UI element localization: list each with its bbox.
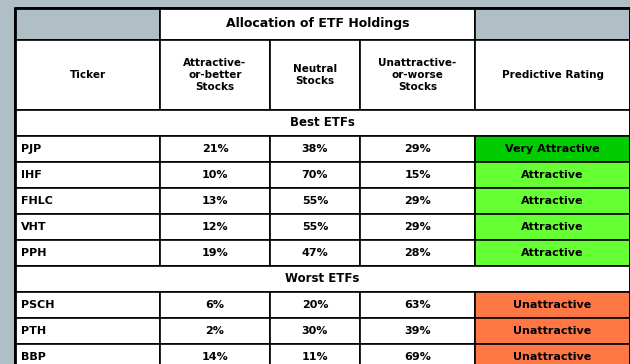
Bar bbox=[15, 8, 160, 40]
Bar bbox=[160, 292, 270, 318]
Bar bbox=[360, 240, 475, 266]
Text: 29%: 29% bbox=[404, 222, 431, 232]
Bar bbox=[270, 292, 360, 318]
Text: 21%: 21% bbox=[202, 144, 228, 154]
Bar bbox=[475, 8, 630, 40]
Bar bbox=[360, 344, 475, 364]
Bar bbox=[160, 188, 270, 214]
Bar bbox=[270, 214, 360, 240]
Text: Best ETFs: Best ETFs bbox=[290, 116, 355, 130]
Bar bbox=[15, 344, 160, 364]
Bar bbox=[360, 40, 475, 110]
Text: Ticker: Ticker bbox=[69, 70, 106, 80]
Bar bbox=[360, 136, 475, 162]
Text: 2%: 2% bbox=[205, 326, 224, 336]
Bar bbox=[15, 266, 630, 292]
Text: Neutral
Stocks: Neutral Stocks bbox=[293, 64, 337, 86]
Bar bbox=[475, 162, 630, 188]
Text: 6%: 6% bbox=[205, 300, 224, 310]
Text: PSCH: PSCH bbox=[21, 300, 55, 310]
Text: 29%: 29% bbox=[404, 196, 431, 206]
Text: 29%: 29% bbox=[404, 144, 431, 154]
Text: 15%: 15% bbox=[404, 170, 431, 180]
Text: Attractive: Attractive bbox=[521, 196, 584, 206]
Text: 28%: 28% bbox=[404, 248, 431, 258]
Bar bbox=[270, 344, 360, 364]
Text: 11%: 11% bbox=[302, 352, 328, 362]
Text: Unattractive: Unattractive bbox=[513, 300, 592, 310]
Text: IHF: IHF bbox=[21, 170, 42, 180]
Bar bbox=[360, 162, 475, 188]
Text: Attractive: Attractive bbox=[521, 222, 584, 232]
Text: 13%: 13% bbox=[202, 196, 228, 206]
Bar bbox=[15, 292, 160, 318]
Text: 19%: 19% bbox=[202, 248, 228, 258]
Text: Predictive Rating: Predictive Rating bbox=[501, 70, 604, 80]
Text: BBP: BBP bbox=[21, 352, 46, 362]
Bar bbox=[475, 292, 630, 318]
Text: Allocation of ETF Holdings: Allocation of ETF Holdings bbox=[226, 17, 410, 31]
Bar bbox=[160, 8, 475, 40]
Text: 63%: 63% bbox=[404, 300, 431, 310]
Bar bbox=[475, 214, 630, 240]
Text: 38%: 38% bbox=[302, 144, 328, 154]
Text: Attractive: Attractive bbox=[521, 248, 584, 258]
Text: Worst ETFs: Worst ETFs bbox=[285, 273, 360, 285]
Text: 14%: 14% bbox=[202, 352, 228, 362]
Text: PTH: PTH bbox=[21, 326, 46, 336]
Bar bbox=[160, 214, 270, 240]
Text: PPH: PPH bbox=[21, 248, 47, 258]
Bar bbox=[160, 136, 270, 162]
Text: 69%: 69% bbox=[404, 352, 431, 362]
Bar bbox=[15, 188, 160, 214]
Bar bbox=[475, 188, 630, 214]
Bar bbox=[15, 318, 160, 344]
Text: Very Attractive: Very Attractive bbox=[505, 144, 600, 154]
Text: Unattractive: Unattractive bbox=[513, 352, 592, 362]
Text: FHLC: FHLC bbox=[21, 196, 53, 206]
Text: Unattractive-
or-worse
Stocks: Unattractive- or-worse Stocks bbox=[379, 58, 457, 92]
Text: Attractive-
or-better
Stocks: Attractive- or-better Stocks bbox=[183, 58, 246, 92]
Bar bbox=[15, 40, 160, 110]
Bar bbox=[270, 240, 360, 266]
Text: VHT: VHT bbox=[21, 222, 47, 232]
Bar bbox=[160, 240, 270, 266]
Text: Unattractive: Unattractive bbox=[513, 326, 592, 336]
Bar bbox=[15, 136, 160, 162]
Bar bbox=[160, 162, 270, 188]
Text: 39%: 39% bbox=[404, 326, 431, 336]
Bar bbox=[15, 110, 630, 136]
Bar bbox=[475, 40, 630, 110]
Text: 10%: 10% bbox=[202, 170, 228, 180]
Bar bbox=[160, 40, 270, 110]
Bar bbox=[270, 318, 360, 344]
Bar bbox=[160, 344, 270, 364]
Bar bbox=[15, 240, 160, 266]
Bar bbox=[270, 40, 360, 110]
Text: 30%: 30% bbox=[302, 326, 328, 336]
Text: 55%: 55% bbox=[302, 196, 328, 206]
Bar bbox=[160, 318, 270, 344]
Bar bbox=[15, 214, 160, 240]
Bar bbox=[270, 162, 360, 188]
Bar bbox=[15, 162, 160, 188]
Text: 55%: 55% bbox=[302, 222, 328, 232]
Bar bbox=[475, 240, 630, 266]
Text: 70%: 70% bbox=[302, 170, 328, 180]
Text: PJP: PJP bbox=[21, 144, 41, 154]
Bar bbox=[475, 136, 630, 162]
Bar bbox=[475, 344, 630, 364]
Text: 20%: 20% bbox=[302, 300, 328, 310]
Bar bbox=[360, 214, 475, 240]
Bar bbox=[270, 136, 360, 162]
Text: 47%: 47% bbox=[302, 248, 328, 258]
Bar bbox=[360, 188, 475, 214]
Text: 12%: 12% bbox=[202, 222, 228, 232]
Text: Attractive: Attractive bbox=[521, 170, 584, 180]
Bar bbox=[360, 292, 475, 318]
Bar bbox=[270, 188, 360, 214]
Bar bbox=[475, 318, 630, 344]
Bar bbox=[360, 318, 475, 344]
